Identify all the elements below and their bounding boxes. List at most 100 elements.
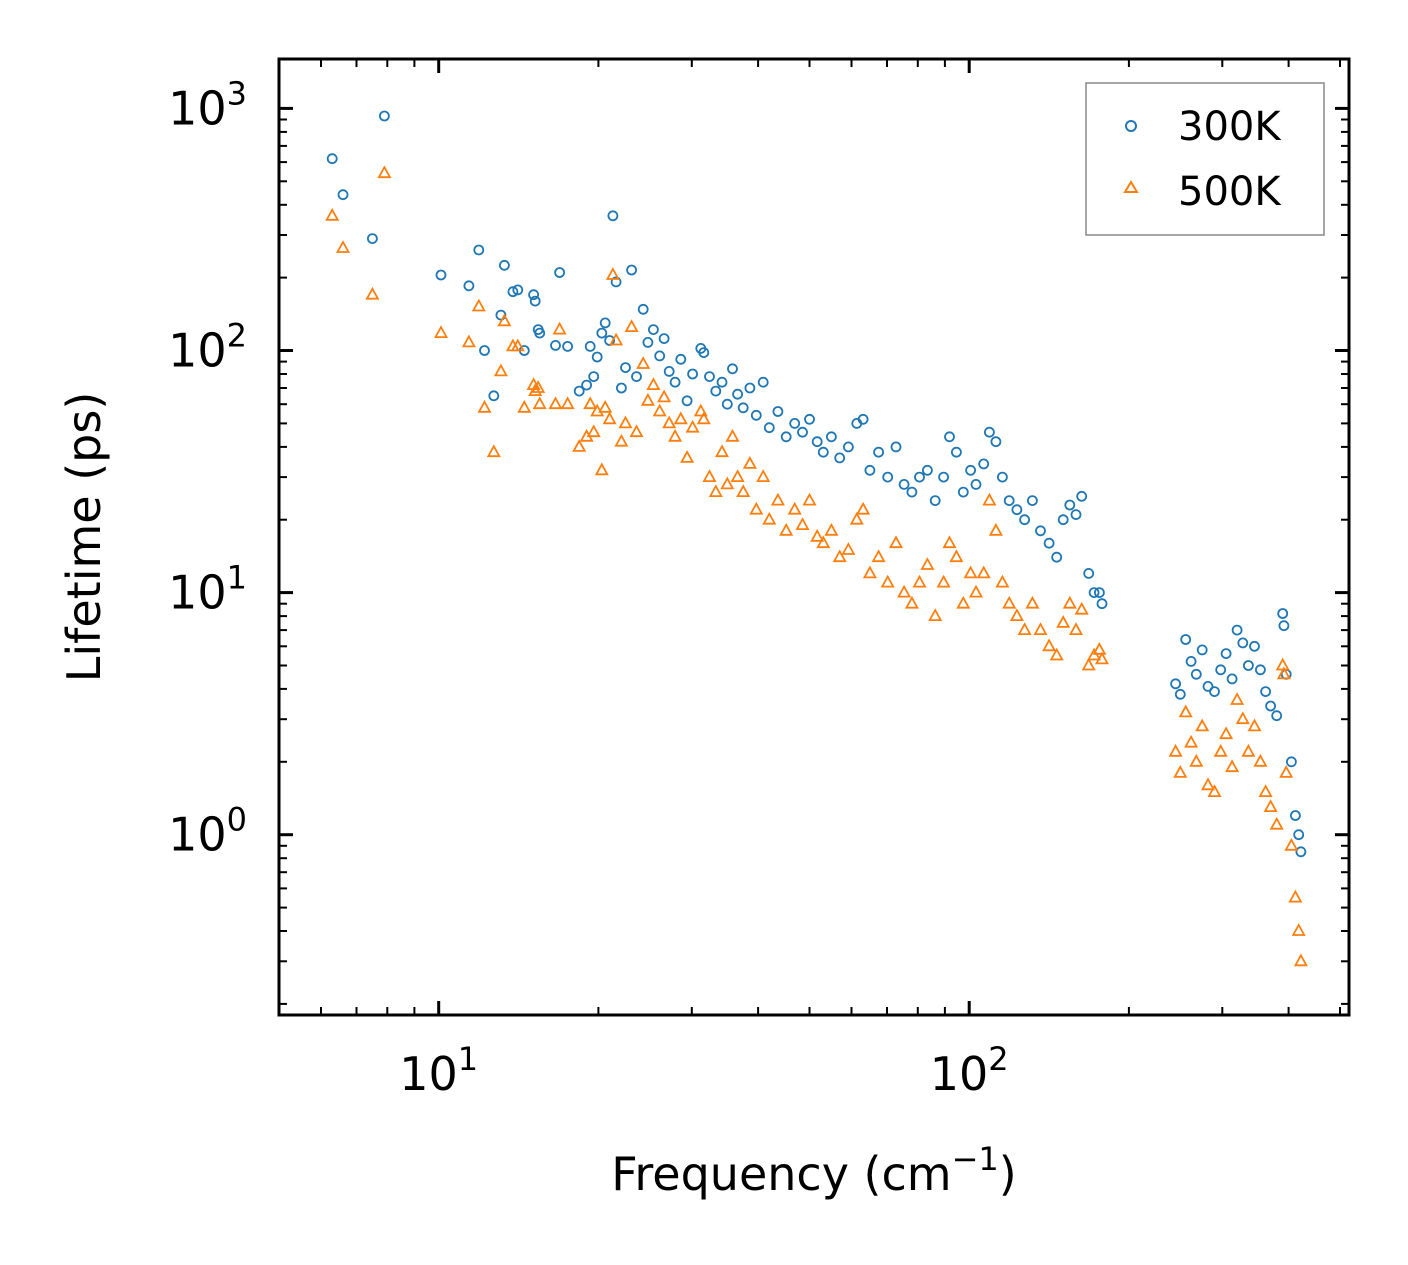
data-point [573, 385, 585, 397]
data-point [1213, 743, 1228, 757]
data-point [1288, 889, 1303, 903]
data-point [710, 385, 722, 397]
data-point [640, 392, 655, 406]
data-point [1056, 615, 1071, 628]
data-point [772, 406, 784, 417]
data-point [548, 396, 563, 410]
data-point [787, 501, 802, 515]
data-point [591, 351, 603, 363]
data-point [737, 402, 749, 414]
data-point [857, 413, 869, 425]
data-point [1076, 490, 1088, 502]
data-point [976, 565, 991, 579]
data-point [1174, 688, 1186, 700]
data-point [763, 422, 775, 434]
data-point [594, 462, 609, 476]
data-point [1003, 495, 1015, 507]
series-500k [325, 165, 1308, 967]
data-point [461, 334, 476, 348]
data-point [554, 267, 565, 278]
data-point [749, 501, 764, 515]
data-point [956, 595, 971, 609]
data-point [990, 436, 1002, 448]
data-point [811, 436, 823, 448]
data-point [1062, 595, 1077, 609]
data-point [716, 376, 728, 388]
data-point [550, 339, 561, 351]
data-point [949, 549, 964, 563]
data-point [1035, 525, 1046, 537]
data-point [904, 595, 919, 609]
data-point [834, 452, 846, 464]
data-point [816, 535, 831, 549]
data-point [479, 345, 490, 356]
data-point [377, 165, 392, 179]
data-point [325, 207, 340, 221]
data-point [1196, 644, 1208, 656]
data-point [668, 428, 683, 442]
data-point [1277, 608, 1289, 619]
data-point [721, 398, 733, 410]
data-point [995, 574, 1010, 588]
data-point [929, 495, 941, 507]
data-point [757, 376, 769, 388]
data-point [1002, 595, 1017, 609]
data-point [560, 396, 575, 410]
data-point [698, 347, 710, 359]
data-point [657, 389, 672, 403]
data-point [756, 469, 771, 483]
data-point [1226, 673, 1238, 685]
data-point [890, 441, 902, 453]
data-point [824, 522, 839, 536]
data-point [616, 382, 627, 394]
data-point [534, 327, 546, 339]
data-point [531, 380, 546, 393]
data-point [856, 501, 871, 515]
data-point [789, 417, 801, 429]
data-point [984, 426, 995, 438]
data-point [963, 565, 978, 579]
data-point [1070, 509, 1082, 520]
data-point [498, 259, 510, 271]
data-point [1258, 784, 1273, 797]
data-point [802, 492, 817, 506]
data-point [1276, 666, 1291, 680]
data-point [1042, 638, 1057, 652]
data-point [1271, 710, 1283, 722]
x-tick-label: 101 [399, 1040, 478, 1101]
data-point [732, 388, 743, 400]
data-point [620, 362, 631, 374]
data-point [1074, 601, 1089, 615]
data-point [873, 446, 884, 458]
data-point [532, 396, 547, 410]
data-point [938, 471, 949, 483]
data-point [663, 365, 675, 377]
data-point [609, 332, 624, 346]
data-point [1173, 765, 1188, 778]
data-point [1033, 622, 1048, 635]
data-point [517, 399, 532, 413]
data-point [826, 431, 837, 443]
tick-labels-layer: 101 102 100 101 102 103 [168, 74, 1009, 1101]
data-point [1293, 953, 1308, 967]
data-point [817, 446, 829, 458]
data-point [626, 264, 637, 276]
data-point [654, 350, 666, 362]
data-point [965, 464, 976, 476]
data-point [1230, 692, 1245, 705]
data-point [736, 484, 751, 498]
data-point [602, 411, 617, 425]
data-point [648, 324, 659, 336]
data-point [631, 371, 642, 383]
legend-box [1085, 82, 1325, 236]
data-point [696, 411, 711, 425]
data-point [1237, 637, 1249, 649]
data-point [1043, 537, 1055, 549]
data-point [495, 309, 507, 321]
data-point [906, 486, 918, 498]
data-point [687, 368, 698, 380]
data-point [1088, 587, 1100, 598]
data-point [629, 424, 644, 438]
data-point [762, 511, 777, 525]
data-point [779, 522, 794, 536]
